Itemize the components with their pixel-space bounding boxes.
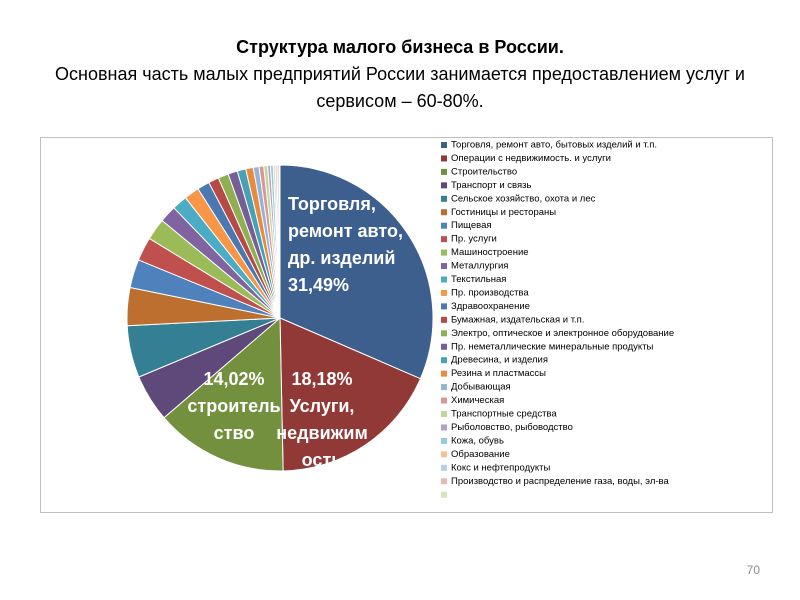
pie-slice [163,316,284,472]
legend-swatch [441,491,447,498]
legend-label: Древесина, и изделия [451,355,548,366]
legend-swatch [441,303,447,310]
legend-swatch [441,464,447,471]
legend-label: Гостиницы и рестораны [451,207,556,218]
legend-swatch [441,370,447,377]
legend-label: Транспортные средства [451,409,557,420]
legend-label: Торговля, ремонт авто, бытовых изделий и… [451,140,657,151]
legend-label: Добывающая [451,382,511,393]
data-label-line: ремонт авто, [288,221,403,241]
legend-swatch [441,236,447,243]
pie-slice [278,164,281,319]
legend-swatch [441,276,447,283]
legend-label: Операции с недвижимость. и услуги [451,153,611,164]
data-label-line: 31,49% [288,275,349,295]
legend-label: Текстильная [451,274,506,285]
legend-swatch [441,478,447,485]
legend-swatch [441,209,447,216]
header: Структура малого бизнеса в России. Основ… [40,34,760,115]
pie-slice [279,317,422,472]
legend-swatch [441,357,447,364]
legend-swatch [441,343,447,350]
legend-label: Образование [451,449,510,460]
legend-swatch [441,182,447,189]
chart-subtitle: Основная часть малых предприятий России … [55,64,745,111]
legend-swatch [441,411,447,417]
data-label-line: Торговля, [288,194,376,214]
legend-label: Пр. производства [451,287,529,298]
legend-label: Сельское хозяйство, охота и лес [451,193,596,204]
page-number: 70 [746,563,760,577]
legend-label: Рыболовство, рыбоводство [451,422,573,433]
pie-slice [279,164,434,380]
legend-label: Производство и распределение газа, воды,… [451,476,669,487]
legend-swatch [441,330,447,337]
chart-frame [40,137,773,513]
data-label-line: 18,18% [291,369,352,389]
legend-swatch [441,195,447,202]
legend-swatch [441,289,447,296]
legend-swatch [441,155,447,162]
data-label: 18,18% Услуги, недвижим ость [276,369,368,470]
legend-label: Строительство [451,166,517,177]
data-label-line: 14,02% [203,369,264,389]
data-label: Торговля, ремонт авто, др. изделий 31,49% [288,194,403,295]
legend-swatch [441,384,447,391]
legend-swatch [441,451,447,458]
legend-swatch [441,249,447,256]
legend-swatch [441,168,447,175]
legend-swatch [441,397,447,404]
data-label-line: ство [214,423,255,443]
legend-swatch [441,142,447,148]
legend-swatch [441,316,447,323]
legend-swatch [441,424,447,431]
data-label-line: недвижим [276,423,368,443]
data-label-line: строитель [187,396,280,416]
legend-label: Электро, оптическое и электронное оборуд… [451,328,674,339]
legend-label: Химическая [451,395,504,406]
legend-label: Транспорт и связь [451,180,531,191]
legend-swatch [441,437,447,444]
data-label-line: ость [302,450,343,470]
data-label: 14,02% строитель ство [187,369,280,443]
data-label-line: Услуги, [290,396,355,416]
legend-label: Пр. неметаллические минеральные продукты [451,341,654,352]
legend-swatch [441,263,447,270]
legend-swatch [441,222,447,229]
legend-label: Пищевая [451,220,492,231]
legend-label: Кокс и нефтепродукты [451,462,550,473]
legend-label: Кожа, обувь [451,435,504,446]
legend-label: Бумажная, издательская и т.п. [451,314,584,325]
legend-label: Металлургия [451,261,508,272]
data-label-line: др. изделий [288,248,395,268]
legend-label: Резина и пластмассы [451,368,546,379]
legend-label: Машиностроение [451,247,529,258]
chart-title: Структура малого бизнеса в России. [236,37,564,57]
legend-label: Пр. услуги [451,234,497,245]
legend-label: Здравоохранение [451,301,530,312]
